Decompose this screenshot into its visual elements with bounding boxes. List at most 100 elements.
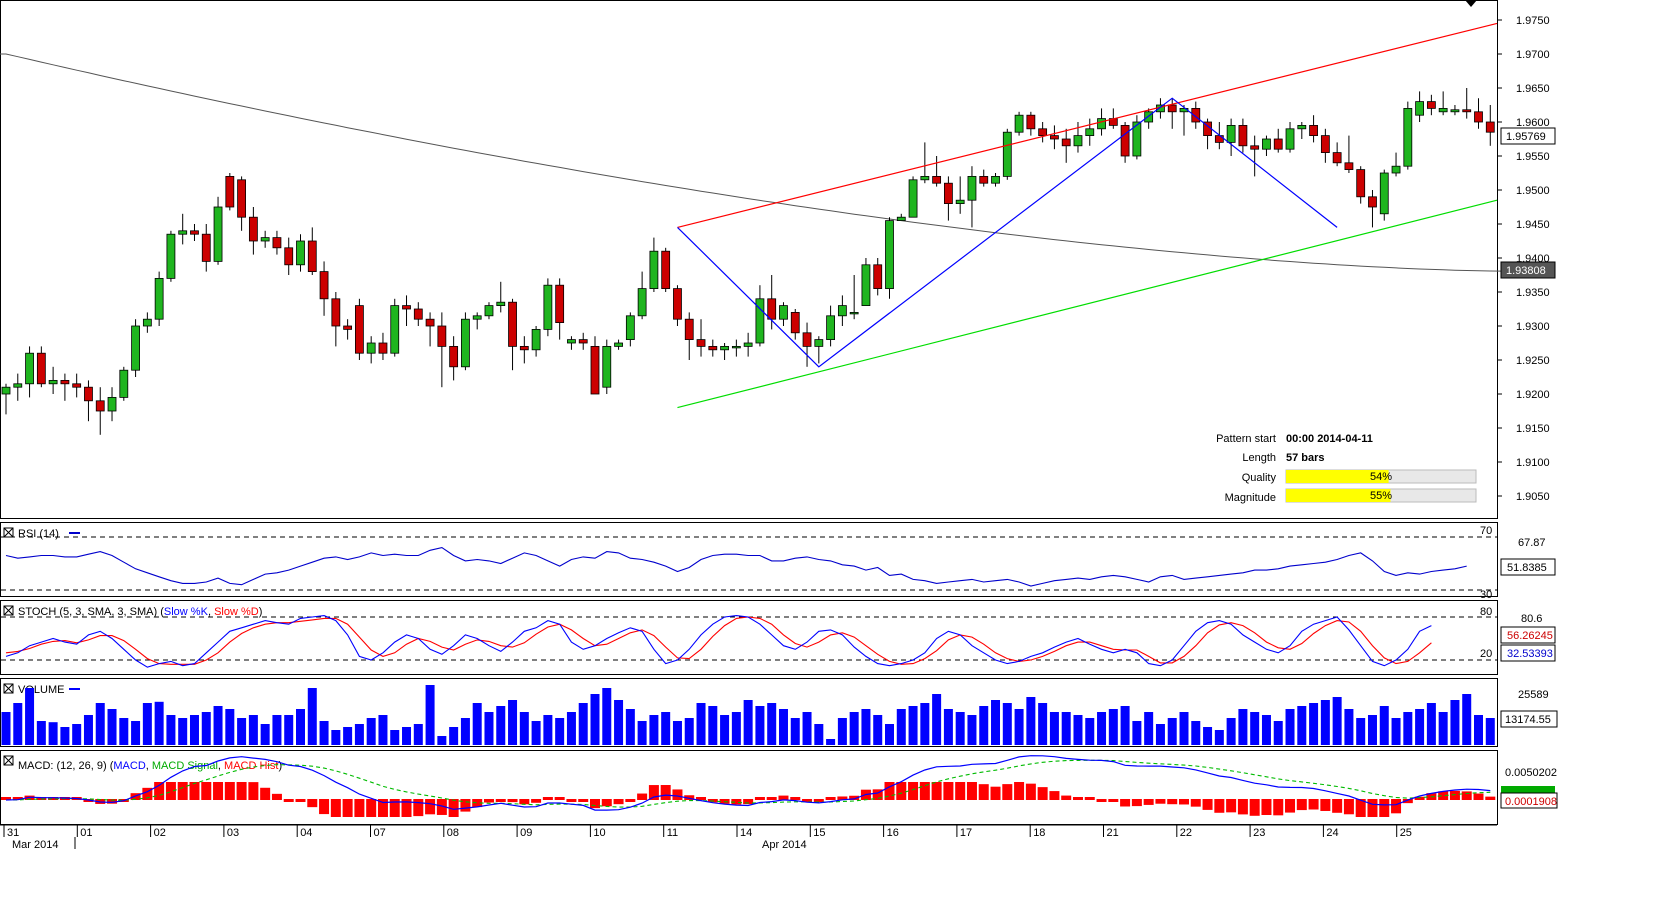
moving-average-line xyxy=(0,53,1503,272)
candle xyxy=(967,166,977,228)
volume-bar xyxy=(649,715,659,745)
volume-bar xyxy=(1379,706,1389,745)
candle xyxy=(36,346,46,388)
volume-bar xyxy=(1391,718,1401,745)
candle xyxy=(885,217,894,299)
bull-candle-body xyxy=(649,250,659,289)
volume-bar xyxy=(896,709,906,745)
candle xyxy=(1438,91,1448,116)
day-label: 22 xyxy=(1180,827,1192,839)
macd-hist-bar xyxy=(342,799,353,817)
candle xyxy=(779,302,788,326)
volume-bar xyxy=(354,724,364,745)
candle xyxy=(1120,122,1130,163)
macd-hist-bar xyxy=(1343,799,1354,815)
volume-bar xyxy=(1214,730,1224,745)
bear-candle-body xyxy=(1061,138,1071,147)
bull-candle-body xyxy=(166,233,176,279)
macd-hist-bar xyxy=(319,799,330,815)
macd-legend-hist: MACD Hist xyxy=(224,760,278,772)
bear-candle-body xyxy=(979,175,989,184)
stoch-top-value: 80.6 xyxy=(1521,613,1542,625)
bear-candle-body xyxy=(237,179,247,218)
stoch-header: STOCH (5, 3, SMA, 3, SMA) (Slow %K, Slow… xyxy=(3,605,262,618)
bear-candle-body xyxy=(1368,196,1377,208)
bull-candle-body xyxy=(602,345,612,388)
macd-hist-bar xyxy=(743,799,754,805)
stoch-legend-k: Slow %K xyxy=(164,606,209,618)
macd-hist-bar xyxy=(978,784,989,800)
macd-hist-bar xyxy=(436,799,447,815)
candle xyxy=(1238,118,1248,153)
quality-bar-fill xyxy=(1286,470,1389,483)
candle xyxy=(578,332,588,350)
candle xyxy=(354,298,364,360)
candle xyxy=(1167,98,1177,129)
volume-bar xyxy=(861,709,871,745)
macd-hist-bar xyxy=(566,799,577,802)
candle xyxy=(178,213,188,245)
day-label: 07 xyxy=(374,827,386,839)
bull-candle-body xyxy=(1297,125,1307,130)
current-price-label: 1.95769 xyxy=(1500,127,1556,145)
price-axis: 1.9750 1.9700 1.9650 1.9600 1.9550 1.9500 1.94… xyxy=(1497,15,1550,503)
bear-candle-body xyxy=(673,288,682,320)
stoch-d-polyline xyxy=(5,616,1432,665)
current-price-value: 1.95769 xyxy=(1506,131,1546,143)
menu-arrow-icon[interactable] xyxy=(1465,0,1477,7)
candle xyxy=(944,176,953,221)
macd-hist-bar xyxy=(1449,790,1460,800)
macd-hist-bar xyxy=(472,799,483,808)
macd-hist-bar xyxy=(955,782,966,800)
macd-hist-bar xyxy=(766,797,777,800)
stoch-level-80-label: 80 xyxy=(1480,606,1492,618)
volume-bar xyxy=(672,721,682,745)
price-tick-label: 1.9200 xyxy=(1516,389,1550,401)
volume-bar xyxy=(189,715,199,745)
candle xyxy=(555,278,565,340)
bull-candle-body xyxy=(991,175,1000,184)
month-label: Apr 2014 xyxy=(762,839,807,851)
day-label: 08 xyxy=(447,827,459,839)
bear-candle-body xyxy=(72,383,82,388)
candle xyxy=(1085,118,1095,146)
candle xyxy=(837,295,847,326)
bear-candle-body xyxy=(425,318,435,327)
bull-candle-body xyxy=(484,305,494,317)
macd-hist-bar xyxy=(731,799,742,805)
volume-bar xyxy=(378,715,388,745)
bull-candle-body xyxy=(472,315,482,320)
candle xyxy=(1061,128,1071,163)
macd-hist-bar xyxy=(613,799,624,805)
bull-candle-body xyxy=(755,298,765,344)
volume-bar xyxy=(873,715,883,745)
macd-hist-bar xyxy=(48,797,59,800)
candle xyxy=(402,295,411,326)
candle xyxy=(1462,88,1472,119)
candle xyxy=(95,387,105,435)
macd-hist-bar xyxy=(1473,793,1484,800)
bull-candle-body xyxy=(1391,165,1401,174)
macd-hist-bar xyxy=(1414,796,1425,800)
candle xyxy=(461,312,470,371)
volume-top-value: 25589 xyxy=(1518,689,1549,701)
candle xyxy=(284,237,294,275)
volume-bar xyxy=(696,703,706,745)
bear-candle-body xyxy=(767,298,777,320)
day-label: 21 xyxy=(1107,827,1119,839)
bear-candle-body xyxy=(555,284,565,324)
macd-hist-bar xyxy=(366,799,377,817)
candle xyxy=(861,258,871,306)
candle xyxy=(684,312,694,360)
volume-bar xyxy=(1061,712,1071,745)
macd-hist-bar xyxy=(1379,799,1390,817)
macd-hist-bar xyxy=(554,797,565,800)
macd-hist-bar xyxy=(295,799,306,802)
quality-label: Quality xyxy=(1242,472,1277,484)
macd-hist-bar xyxy=(389,799,400,817)
volume-bar xyxy=(1049,712,1059,745)
volume-bar xyxy=(60,727,70,745)
volume-bar xyxy=(920,703,930,745)
macd-legend-signal: MACD Signal xyxy=(152,760,218,772)
volume-bar xyxy=(955,712,965,745)
